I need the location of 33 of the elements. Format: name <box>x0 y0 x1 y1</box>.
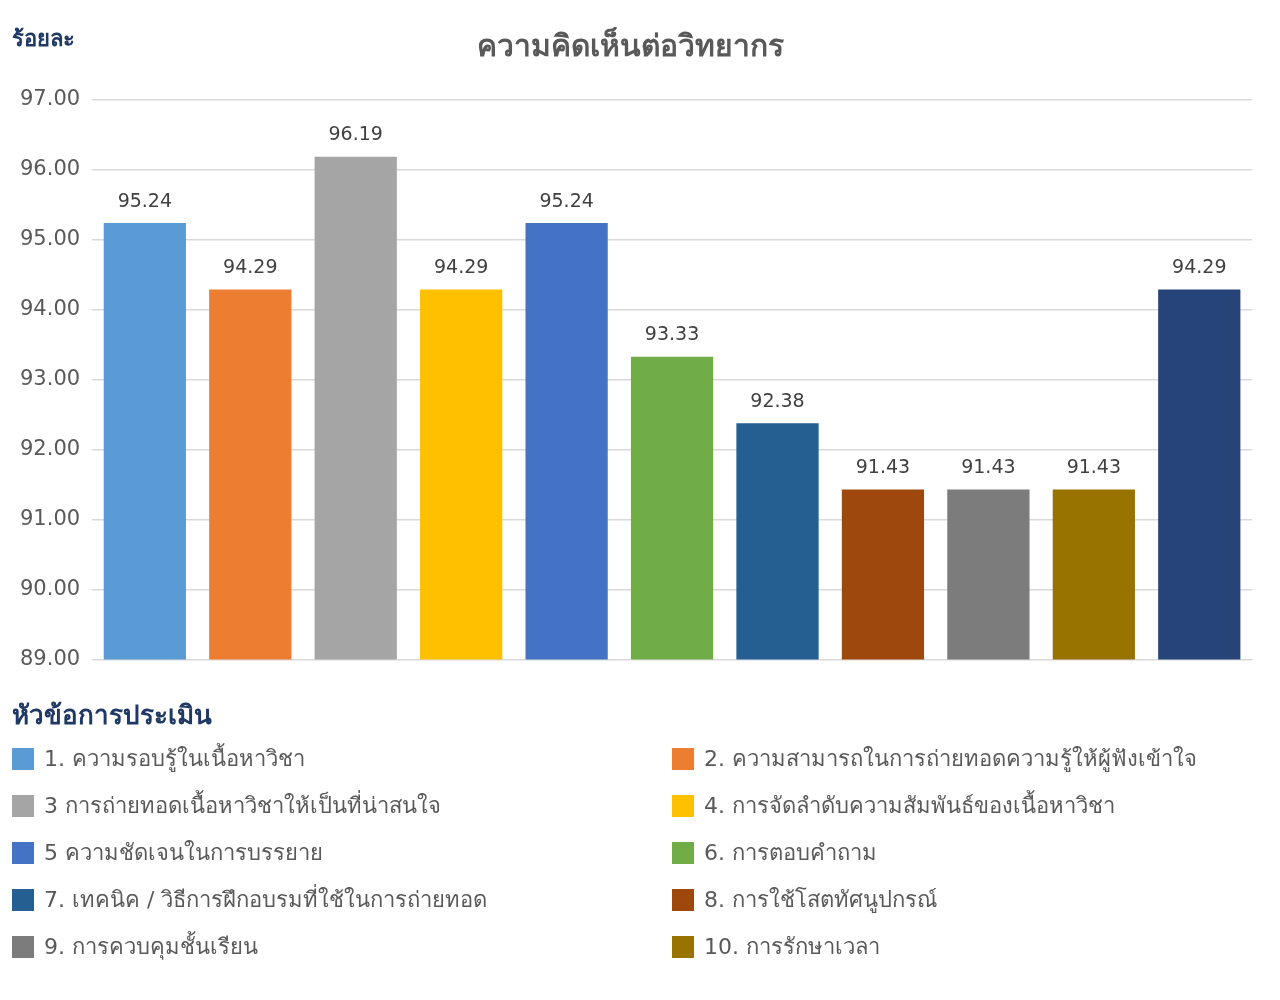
data-label: 94.29 <box>223 255 278 277</box>
legend-label: 1. ความรอบรู้ในเนื้อหาวิชา <box>44 742 305 774</box>
legend-label: 6. การตอบคำถาม <box>704 839 877 867</box>
y-tick-label: 94.00 <box>19 296 81 321</box>
y-tick-label: 95.00 <box>19 226 81 251</box>
y-axis-title: ร้อยละ <box>12 25 75 51</box>
data-label: 96.19 <box>328 122 383 145</box>
data-label: 94.29 <box>1172 255 1227 277</box>
y-tick-label: 92.00 <box>19 436 81 461</box>
data-label: 92.38 <box>750 388 805 411</box>
legend-label: 5 ความชัดเจนในการบรรยาย <box>44 839 323 867</box>
data-label: 91.43 <box>855 455 911 478</box>
legend-title: หัวข้อการประเมิน <box>12 699 213 732</box>
y-tick-label: 90.00 <box>19 576 81 601</box>
data-label: 95.24 <box>117 188 173 211</box>
legend-label: 3 การถ่ายทอดเนื้อหาวิชาให้เป็นที่น่าสนใจ <box>44 789 441 820</box>
y-tick-label: 93.00 <box>19 366 81 391</box>
legend-label: 9. การควบคุมชั้นเรียน <box>44 930 258 962</box>
data-label: 93.33 <box>644 322 700 345</box>
legend-label: 10. การรักษาเวลา <box>704 933 880 961</box>
y-tick-label: 91.00 <box>19 506 81 531</box>
data-label: 91.43 <box>1066 455 1122 478</box>
legend-label: 7. เทคนิค / วิธีการฝึกอบรมที่ใช้ในการถ่ายทอด <box>44 883 488 914</box>
y-tick-label: 97.00 <box>19 86 81 111</box>
legend-label: 2. ความสามารถในการถ่ายทอดความรู้ให้ผู้ฟังเข้าใจ <box>704 745 1197 774</box>
chart-title: ความคิดเห็นต่อวิทยากร <box>476 26 784 63</box>
legend-label: 4. การจัดลำดับความสัมพันธ์ของเนื้อหาวิชา <box>704 789 1115 820</box>
y-tick-label: 96.00 <box>19 156 81 181</box>
data-label: 95.24 <box>539 188 594 211</box>
data-label: 91.43 <box>961 455 1016 478</box>
legend-label: 8. การใช้โสตทัศนูปกรณ์ <box>704 886 937 915</box>
data-label: 94.29 <box>433 255 489 277</box>
y-tick-label: 89.00 <box>19 646 81 671</box>
